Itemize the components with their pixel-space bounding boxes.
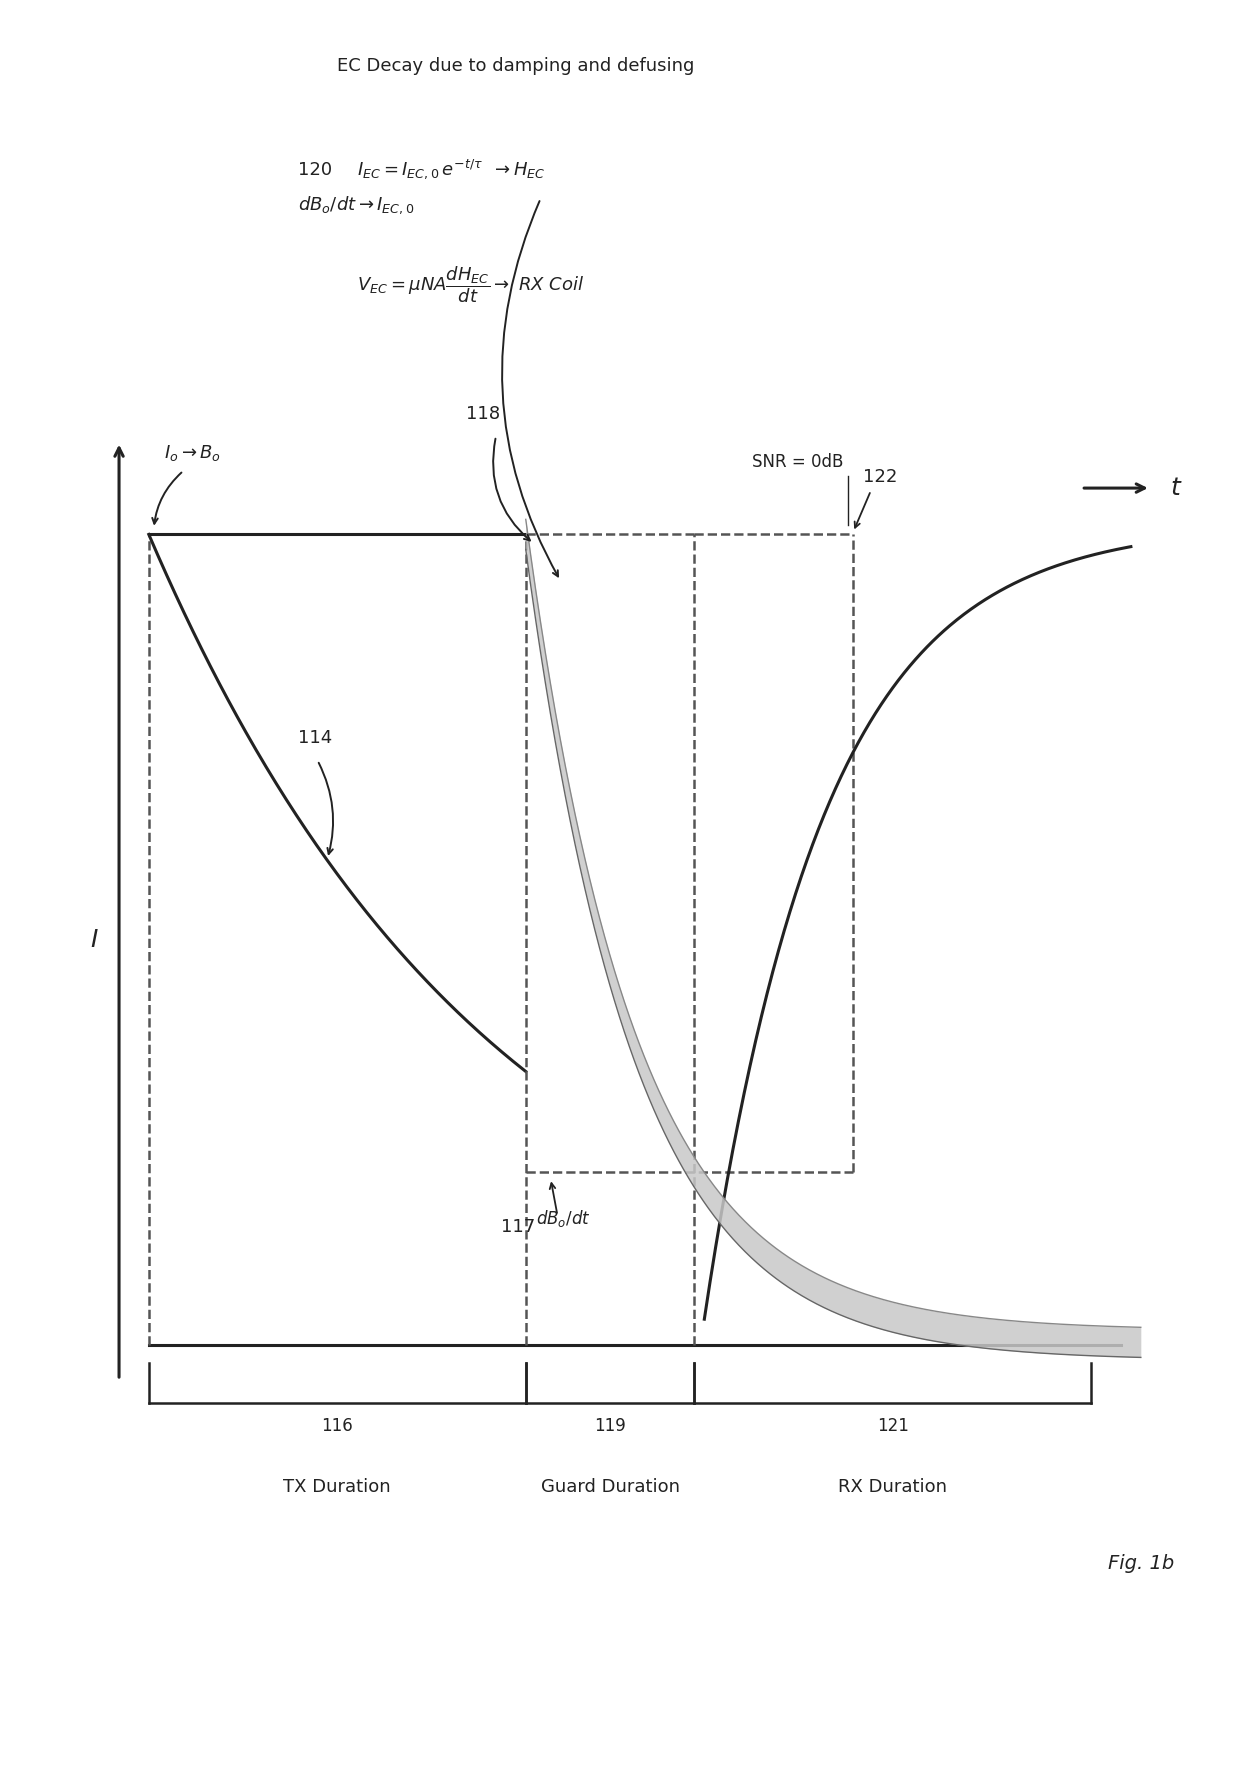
Text: I: I xyxy=(91,928,98,952)
Text: $I_o \rightarrow B_o$: $I_o \rightarrow B_o$ xyxy=(164,442,221,462)
Text: EC Decay due to damping and defusing: EC Decay due to damping and defusing xyxy=(337,57,694,75)
Text: 118: 118 xyxy=(466,405,501,423)
Text: SNR = 0dB: SNR = 0dB xyxy=(751,453,843,471)
Text: Fig. 1b: Fig. 1b xyxy=(1107,1553,1174,1573)
Text: 122: 122 xyxy=(863,469,898,487)
Text: TX Duration: TX Duration xyxy=(284,1478,391,1496)
Text: 114: 114 xyxy=(298,729,332,746)
Text: 120: 120 xyxy=(298,162,332,179)
Text: RX Duration: RX Duration xyxy=(838,1478,947,1496)
Text: 121: 121 xyxy=(877,1416,909,1436)
Text: $dB_o/dt$: $dB_o/dt$ xyxy=(536,1208,590,1228)
Text: t: t xyxy=(1171,476,1180,499)
Text: 117: 117 xyxy=(501,1217,536,1235)
Text: $I_{EC} = I_{EC,0}\, e^{-t/\tau} \;\; \rightarrow H_{EC}$: $I_{EC} = I_{EC,0}\, e^{-t/\tau} \;\; \r… xyxy=(357,158,546,181)
Text: $V_{EC} = \mu NA\dfrac{dH_{EC}}{dt} \rightarrow$ RX Coil: $V_{EC} = \mu NA\dfrac{dH_{EC}}{dt} \rig… xyxy=(357,265,584,306)
Text: 116: 116 xyxy=(321,1416,353,1436)
Text: $dB_o/dt \rightarrow I_{EC,0}$: $dB_o/dt \rightarrow I_{EC,0}$ xyxy=(298,194,414,217)
Text: 119: 119 xyxy=(594,1416,626,1436)
Text: Guard Duration: Guard Duration xyxy=(541,1478,680,1496)
